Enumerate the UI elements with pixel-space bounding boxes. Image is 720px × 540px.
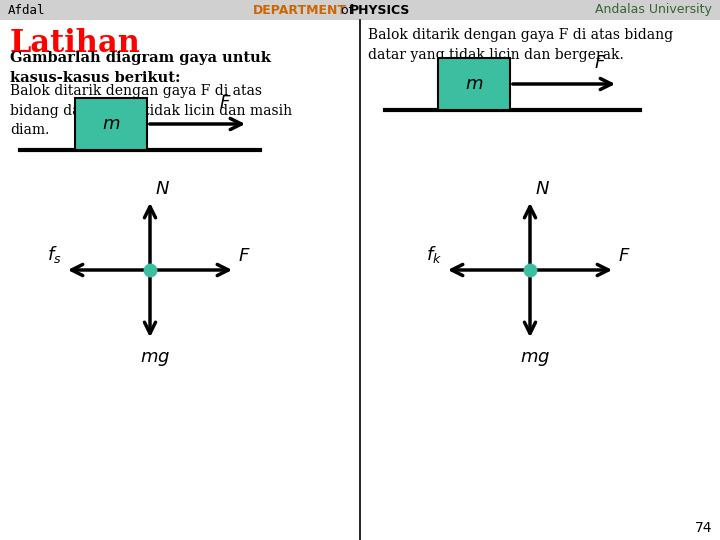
Text: $F$: $F$ — [238, 247, 251, 265]
Text: $mg$: $mg$ — [520, 350, 550, 368]
Text: $F$: $F$ — [594, 54, 606, 72]
Text: $m$: $m$ — [102, 115, 120, 133]
Text: Latihan: Latihan — [10, 28, 141, 59]
Text: Balok ditarik dengan gaya F di atas bidang
datar yang tidak licin dan bergerak.: Balok ditarik dengan gaya F di atas bida… — [368, 28, 673, 62]
Text: DEPARTMENT: DEPARTMENT — [253, 3, 347, 17]
Bar — [75, 98, 147, 150]
Text: Balok ditarik dengan gaya F di atas
bidang datar yang tidak licin dan masih
diam: Balok ditarik dengan gaya F di atas bida… — [10, 84, 292, 137]
Text: $N$: $N$ — [155, 180, 170, 198]
Text: $f_k$: $f_k$ — [426, 244, 442, 265]
Text: 74: 74 — [695, 521, 712, 535]
Text: Andalas University: Andalas University — [595, 3, 712, 17]
Bar — [0, 0, 720, 20]
Text: PHYSICS: PHYSICS — [350, 3, 410, 17]
Text: $mg$: $mg$ — [140, 350, 170, 368]
Text: $m$: $m$ — [465, 75, 483, 93]
Text: Afdal: Afdal — [8, 3, 45, 17]
Text: $f_s$: $f_s$ — [48, 244, 62, 265]
Text: $F$: $F$ — [219, 94, 231, 112]
Text: of: of — [337, 3, 357, 17]
Text: $F$: $F$ — [618, 247, 631, 265]
Text: $N$: $N$ — [535, 180, 550, 198]
Bar — [438, 58, 510, 110]
Text: Gambarlah diagram gaya untuk
kasus-kasus berikut:: Gambarlah diagram gaya untuk kasus-kasus… — [10, 51, 271, 84]
